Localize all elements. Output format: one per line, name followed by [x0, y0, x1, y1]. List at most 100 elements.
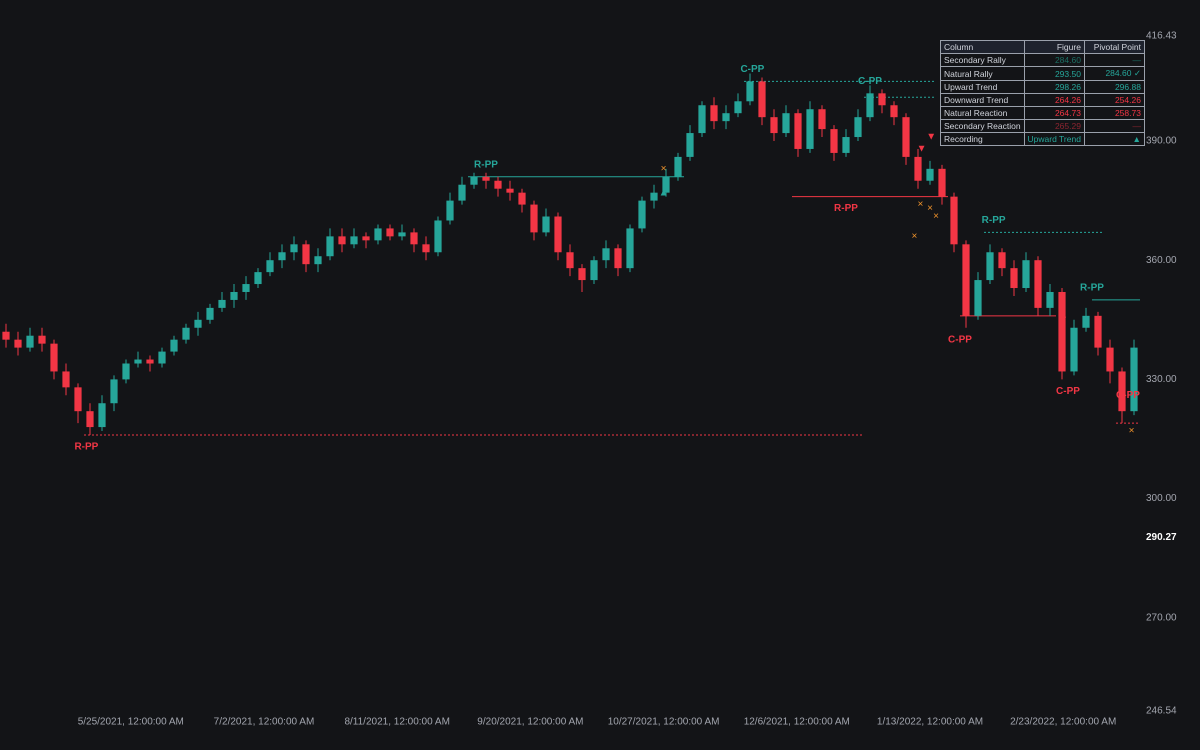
candle-body	[1118, 371, 1126, 412]
candle	[50, 339, 58, 380]
candle-body	[530, 204, 538, 233]
candle	[374, 224, 382, 245]
candle-body	[470, 176, 478, 185]
candle-body	[614, 248, 622, 269]
candle	[626, 224, 634, 273]
candle	[242, 276, 250, 300]
table-header: Column Figure Pivotal Point	[940, 40, 1145, 54]
table-cell: 284.60	[1023, 53, 1085, 67]
candle-body	[1034, 260, 1042, 308]
candle-body	[794, 113, 802, 149]
candle	[962, 240, 970, 328]
candle-body	[398, 232, 406, 237]
candle-body	[218, 299, 226, 308]
y-tick-label: 270.00	[1146, 612, 1177, 623]
signal-marker: ×	[661, 163, 667, 174]
candle	[1046, 284, 1054, 316]
signal-marker: ×	[933, 211, 939, 222]
candle-body	[878, 93, 886, 106]
candle	[386, 224, 394, 241]
candle-body	[14, 339, 22, 348]
candle-body	[230, 291, 238, 300]
candle	[290, 236, 298, 261]
y-tick-label: 246.54	[1146, 706, 1177, 717]
candle-body	[938, 168, 946, 197]
header-cell: Column	[940, 40, 1025, 54]
candle-body	[98, 403, 106, 428]
table-cell: 264.73	[1023, 106, 1085, 120]
candle-body	[158, 351, 166, 364]
candle-body	[554, 216, 562, 253]
pivot-annotation: C-PP	[858, 76, 882, 87]
table-cell: —	[1083, 119, 1145, 133]
candle-body	[1070, 327, 1078, 372]
candle-body	[314, 256, 322, 265]
x-tick-label: 8/11/2021, 12:00:00 AM	[344, 717, 449, 728]
table-row: Secondary Rally 284.60—	[940, 53, 1145, 67]
candle	[98, 395, 106, 432]
x-tick-label: 5/25/2021, 12:00:00 AM	[78, 717, 184, 728]
table-cell: 264.26	[1023, 93, 1085, 107]
candle-body	[422, 244, 430, 253]
candle	[362, 232, 370, 249]
candle-body	[782, 113, 790, 134]
candle-body	[962, 244, 970, 316]
candle-body	[710, 105, 718, 122]
candle	[14, 331, 22, 356]
candle-body	[722, 113, 730, 122]
candle-body	[842, 137, 850, 153]
candle-body	[254, 272, 262, 285]
x-tick-label: 7/2/2021, 12:00:00 AM	[214, 717, 315, 728]
candle	[854, 109, 862, 142]
candle	[590, 256, 598, 285]
candle	[230, 284, 238, 308]
candle-body	[194, 319, 202, 328]
candle-body	[62, 371, 70, 388]
candle-body	[266, 260, 274, 273]
candle-body	[770, 117, 778, 134]
candle	[542, 208, 550, 237]
candle	[758, 77, 766, 126]
header-cell: Figure	[1023, 40, 1085, 54]
candle	[722, 105, 730, 130]
candle	[182, 323, 190, 344]
candle-body	[242, 284, 250, 292]
candle-body	[1094, 315, 1102, 348]
x-tick-label: 1/13/2022, 12:00:00 AM	[877, 717, 983, 728]
candle	[446, 192, 454, 225]
candle-body	[278, 252, 286, 261]
x-tick-label: 10/27/2021, 12:00:00 AM	[608, 717, 720, 728]
candle-body	[698, 105, 706, 134]
candle	[734, 93, 742, 118]
candle-body	[902, 117, 910, 157]
candle-body	[1106, 347, 1114, 372]
signal-marker: ▲	[659, 187, 669, 198]
candle	[890, 101, 898, 126]
candle-body	[626, 228, 634, 269]
candle-body	[110, 379, 118, 404]
candle-body	[518, 192, 526, 205]
candle	[770, 109, 778, 142]
candle	[146, 355, 154, 372]
candle-body	[410, 232, 418, 245]
candle	[518, 188, 526, 213]
candle-body	[374, 228, 382, 241]
candle	[926, 160, 934, 185]
candle	[614, 244, 622, 277]
signal-marker: ×	[911, 231, 917, 242]
y-tick-label: 416.43	[1146, 31, 1177, 42]
table-cell: 296.88	[1083, 80, 1145, 94]
candle-body	[974, 280, 982, 316]
candle	[122, 359, 130, 384]
pivot-annotation: R-PP	[1080, 283, 1104, 294]
candle-body	[734, 101, 742, 114]
table-cell: 298.26	[1023, 80, 1085, 94]
candle-body	[50, 343, 58, 372]
price-marker-label: 290.27	[1146, 532, 1177, 543]
candle-body	[746, 81, 754, 102]
candle-body	[566, 252, 574, 269]
x-tick-label: 12/6/2021, 12:00:00 AM	[744, 717, 850, 728]
table-cell: Upward Trend	[940, 80, 1025, 94]
table-cell: Downward Trend	[940, 93, 1025, 107]
candle-body	[122, 363, 130, 380]
